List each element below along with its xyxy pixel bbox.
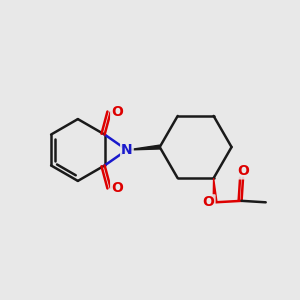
Text: O: O: [111, 181, 123, 195]
Text: O: O: [237, 164, 249, 178]
Text: N: N: [121, 143, 133, 157]
Text: O: O: [203, 195, 214, 209]
Polygon shape: [213, 178, 217, 202]
Text: O: O: [111, 105, 123, 119]
Polygon shape: [127, 145, 160, 150]
